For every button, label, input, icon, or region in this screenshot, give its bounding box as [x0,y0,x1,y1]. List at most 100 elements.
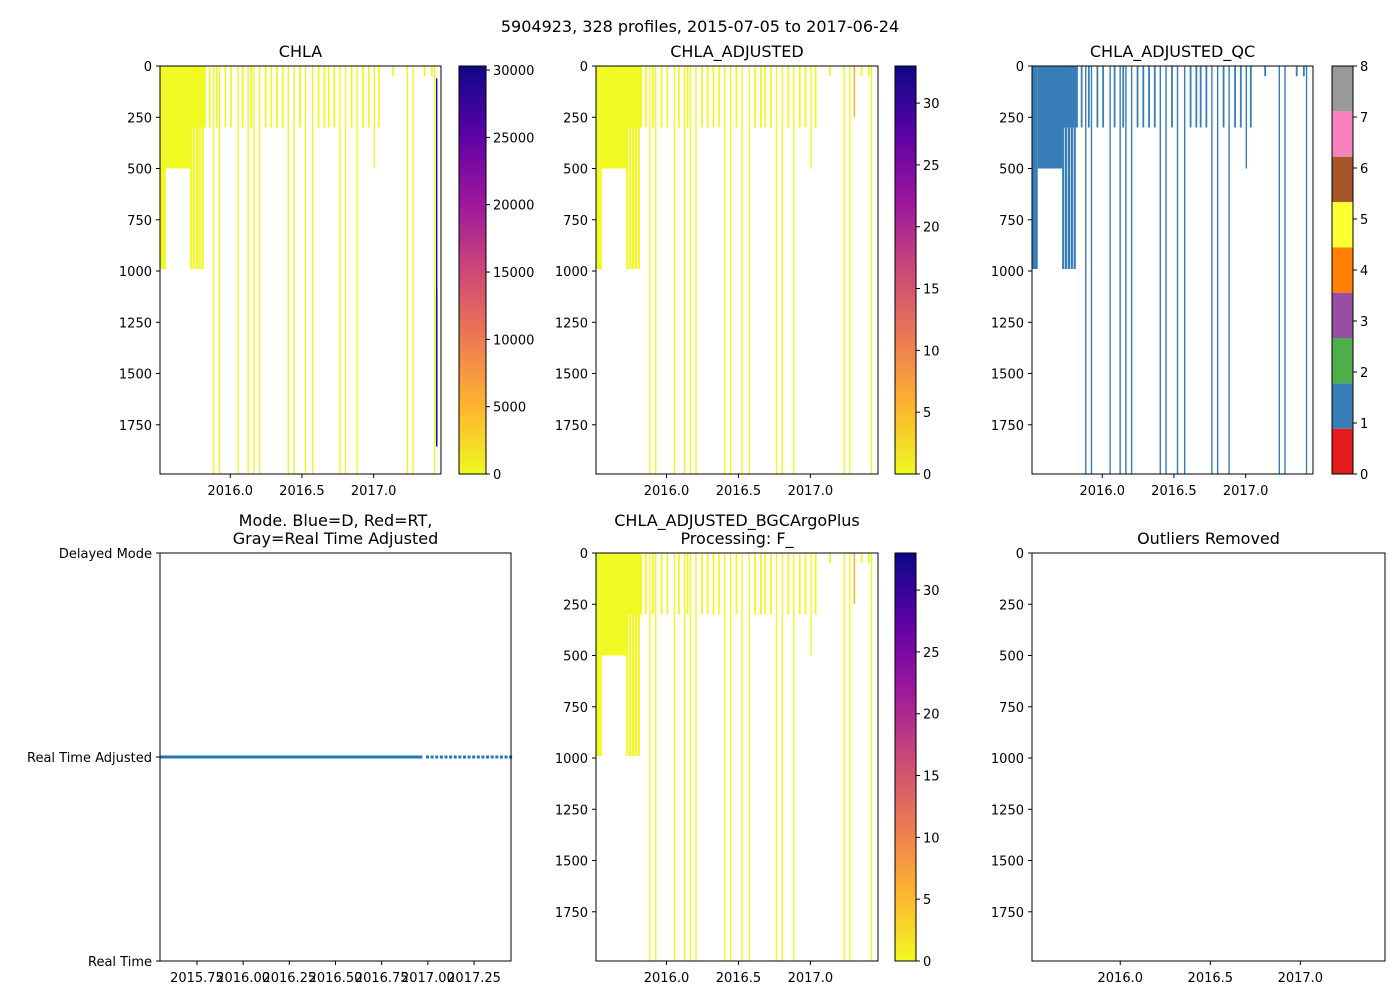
colorbar-tick-label: 1 [1360,417,1368,432]
y-tick-label: 1500 [991,855,1024,870]
profile-column [860,553,863,564]
profile-column [299,66,301,128]
profile-column [849,66,851,474]
colorbar-tick-label: 5 [923,406,931,421]
profile-column [1205,66,1208,128]
y-tick-label: 1500 [555,855,588,870]
axes-frame [1031,65,1314,475]
profile-column [629,553,632,756]
high-value-mark [435,104,438,109]
high-value-mark [435,155,438,160]
y-tick-label: 1750 [119,419,152,434]
profile-column [323,66,326,128]
profile-column [712,553,715,615]
profile-column [1302,66,1305,77]
y-tick-label: 1750 [991,906,1024,921]
profile-block [601,66,627,169]
profile-column [1195,66,1198,128]
profile-column [392,66,395,77]
profile-column [1119,66,1121,474]
high-value-mark [435,214,438,219]
y-tick-label: 0 [144,60,152,75]
panel-title-line2: Processing: F_ [680,529,794,549]
profile-column [1070,66,1073,269]
profile-column [373,66,376,169]
high-value-mark [435,255,438,260]
x-tick-label: 2017.0 [788,484,834,499]
colorbar-tick-label: 0 [493,468,501,483]
profile-column [1136,66,1139,128]
profile-column [793,553,795,961]
profile-column [781,66,784,474]
profile-column [814,553,817,615]
profile-column [250,66,253,128]
y-tick-label: 750 [127,214,152,229]
profile-column [787,66,790,128]
profile-column [311,66,314,474]
colorbar-tick-label: 0 [923,468,931,483]
x-tick-label: 2017.25 [447,971,501,986]
profile-column [798,66,801,128]
high-value-mark [435,174,438,179]
profile-column [1109,66,1111,474]
profile-column [754,553,757,615]
x-tick-label: 2016.0 [644,484,690,499]
y-tick-label: 1250 [991,316,1024,331]
colorbar-tick-label: 0 [1360,468,1368,483]
profile-column [810,553,812,656]
y-tick-label: 0 [1016,60,1024,75]
profile-column [241,66,244,128]
profile-column [1113,66,1116,128]
y-tick-label: 500 [999,650,1024,665]
profile-column [683,553,686,961]
colorbar-tick-label: 10 [923,831,940,846]
profile-column [741,66,743,474]
colorbar-gradient [459,66,486,474]
y-tick-label: 1750 [555,906,588,921]
colorbar-tick-label: 15 [923,283,940,298]
mode-point [467,755,471,759]
profile-column [804,66,807,128]
mode-point [462,755,466,759]
x-tick-label: 2016.25 [262,971,316,986]
colorbar-tick-label: 20 [923,221,940,236]
heatmap-layer [596,553,873,961]
profile-column [748,66,750,474]
high-value-mark [435,218,438,223]
high-value-mark [435,115,438,120]
profile-column [810,66,812,169]
y-tick-label: 1000 [555,265,588,280]
profile-column [760,66,762,128]
profile-column [660,553,663,615]
profile-column [1211,66,1213,474]
high-value-mark [435,273,438,278]
mode-point [453,755,457,759]
high-value-mark [435,177,438,182]
panel-title: CHLA_ADJUSTED [670,42,803,62]
profile-column [673,553,676,961]
y-tick-label: 1000 [991,265,1024,280]
profile-column [781,553,784,961]
y-tick-label: 1750 [555,419,588,434]
profile-column [1295,66,1298,77]
profile-column [333,66,336,128]
profile-column [626,66,629,269]
panel-title-line2: Gray=Real Time Adjusted [233,529,439,548]
colorbar-segment [1332,428,1353,474]
colorbar-tick-label: 10 [923,344,940,359]
high-value-mark [435,96,438,101]
profile-column [215,66,218,128]
profile-column [1087,66,1090,128]
profile-column [673,66,676,474]
mode-point [495,755,499,759]
profile-column [686,553,689,615]
profile-column [293,66,295,474]
colorbar-tick-label: 25 [923,646,940,661]
y-tick-label: 1750 [991,419,1024,434]
profile-column [804,553,807,615]
y-tick-label: 250 [563,111,588,126]
profile-column [237,66,239,474]
profile-column [735,553,738,615]
profile-column [814,66,817,128]
